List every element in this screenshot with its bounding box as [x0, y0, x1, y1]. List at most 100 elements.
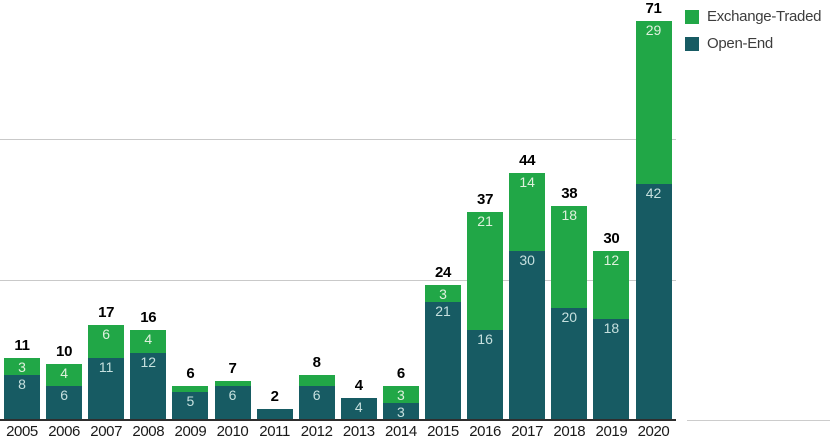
- x-axis-label: 2018: [553, 423, 586, 440]
- exchange-traded-segment: 6: [88, 324, 125, 359]
- legend-item-open-end: Open-End: [685, 35, 821, 52]
- segment-value-label: 6: [312, 387, 321, 404]
- x-axis-label: 2014: [385, 423, 417, 440]
- exchange-traded-segment: 3: [4, 358, 40, 376]
- open-end-swatch-icon: [685, 36, 699, 51]
- grid-line-25: [0, 279, 676, 281]
- bar-2020: 29 42 71: [635, 0, 672, 420]
- segment-value-label: 6: [102, 325, 111, 342]
- total-label: 10: [56, 342, 73, 360]
- segment-value-label: 14: [519, 173, 535, 190]
- x-axis-label: 2013: [342, 423, 375, 440]
- segment-value-label: 3: [439, 286, 447, 302]
- x-axis-label: 2009: [174, 423, 207, 440]
- bar-2016: 21 16 37: [467, 191, 504, 420]
- open-end-segment: 30: [509, 251, 546, 420]
- x-axis-label: 2017: [511, 423, 544, 440]
- segment-value-label: 4: [144, 331, 153, 348]
- exchange-traded-segment: 4: [130, 330, 167, 353]
- bar-2018: 18 20 38: [551, 185, 588, 420]
- total-label: 8: [312, 354, 321, 371]
- exchange-traded-segment: 12: [593, 251, 630, 319]
- segment-value-label: 18: [561, 207, 578, 224]
- x-axis-label: 2008: [132, 423, 165, 440]
- total-label: 2: [270, 387, 279, 405]
- bar-2019: 12 18 30: [593, 230, 630, 420]
- bar-2006: 4 6 10: [46, 343, 83, 420]
- total-label: 16: [140, 309, 157, 327]
- segment-value-label: 30: [519, 252, 535, 269]
- x-axis-label: 2005: [6, 423, 38, 440]
- segment-value-label: 16: [477, 331, 493, 348]
- segment-value-label: 21: [435, 302, 451, 319]
- bar-2008: 4 12 16: [130, 309, 167, 420]
- total-label: 37: [477, 191, 494, 209]
- legend-item-exchange-traded: Exchange-Traded: [685, 8, 821, 25]
- exchange-traded-segment: 3: [382, 386, 419, 404]
- segment-value-label: 6: [228, 387, 237, 404]
- x-axis-label: 2011: [259, 423, 290, 440]
- total-label: 71: [645, 0, 662, 17]
- total-label: 11: [14, 337, 30, 355]
- exchange-traded-segment: 4: [46, 363, 83, 387]
- open-end-segment: 8: [4, 375, 40, 420]
- x-axis-label: 2016: [469, 423, 501, 440]
- segment-value-label: 5: [186, 392, 195, 409]
- x-axis-baseline: [0, 419, 676, 421]
- total-label: 6: [396, 365, 405, 383]
- exchange-traded-segment: 3: [425, 285, 461, 302]
- x-axis-label: 2012: [300, 423, 333, 440]
- exchange-traded-segment: [172, 386, 209, 392]
- open-end-segment: [256, 408, 293, 420]
- segment-value-label: 20: [561, 308, 578, 325]
- total-label: 38: [561, 185, 578, 203]
- open-end-segment: 42: [635, 184, 672, 420]
- open-end-segment: 21: [425, 301, 461, 420]
- total-label: 30: [603, 230, 620, 248]
- open-end-segment: 5: [172, 391, 209, 420]
- exchange-traded-segment: 29: [635, 21, 672, 184]
- x-axis-label: 2015: [427, 423, 459, 440]
- x-axis-label: 2006: [48, 423, 80, 440]
- x-axis-label: 2007: [90, 423, 123, 440]
- segment-value-label: 42: [645, 185, 662, 201]
- exchange-traded-swatch-icon: [685, 9, 699, 24]
- open-end-segment: 20: [551, 307, 588, 420]
- baseline-right-extension: [687, 420, 830, 421]
- open-end-segment: 11: [88, 358, 125, 420]
- x-axis-label: 2010: [216, 423, 249, 440]
- segment-value-label: 4: [354, 398, 363, 415]
- x-axis-label: 2019: [595, 423, 628, 440]
- total-label: 4: [354, 376, 363, 394]
- legend-label: Exchange-Traded: [707, 8, 822, 25]
- legend-label: Open-End: [707, 35, 773, 52]
- bar-2015: 3 21 24: [425, 264, 461, 420]
- exchange-traded-segment: [214, 380, 251, 387]
- segment-value-label: 8: [18, 376, 26, 393]
- total-label: 24: [434, 264, 452, 282]
- segment-value-label: 18: [603, 319, 620, 336]
- exchange-traded-segment: 14: [509, 172, 546, 252]
- open-end-segment: 6: [298, 386, 335, 420]
- legend: Exchange-Traded Open-End: [685, 8, 821, 62]
- open-end-segment: 6: [46, 386, 83, 420]
- segment-value-label: 12: [603, 252, 620, 269]
- segment-value-label: 3: [396, 387, 405, 404]
- open-end-segment: 6: [214, 386, 251, 420]
- segment-value-label: 6: [60, 387, 68, 404]
- bar-2017: 14 30 44: [509, 152, 546, 420]
- segment-value-label: 11: [98, 359, 114, 376]
- open-end-segment: 16: [467, 330, 504, 420]
- segment-value-label: 4: [60, 364, 68, 381]
- segment-value-label: 12: [140, 353, 157, 370]
- total-label: 17: [98, 303, 115, 321]
- open-end-segment: 3: [382, 403, 419, 420]
- open-end-segment: 18: [593, 318, 630, 420]
- bar-2005: 3 8 11: [4, 337, 40, 420]
- x-axis-label: 2020: [637, 423, 670, 440]
